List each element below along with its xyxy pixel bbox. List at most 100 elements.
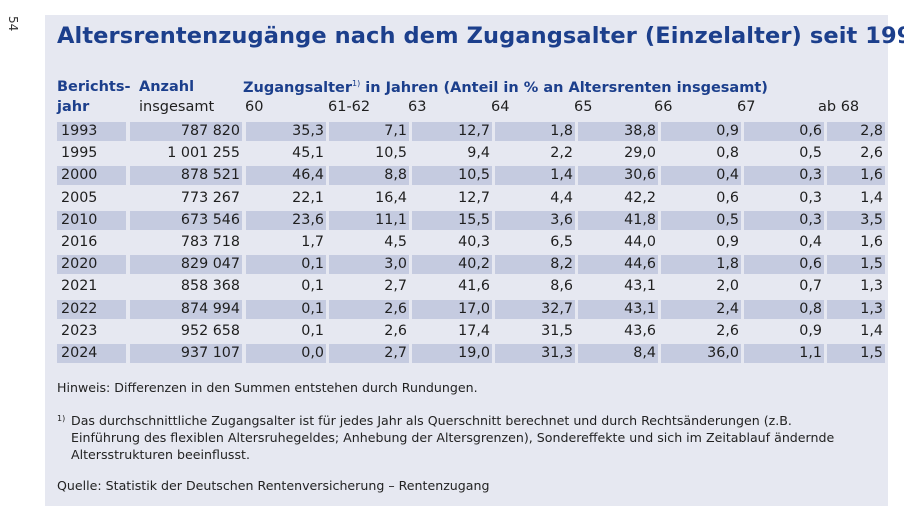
share-cell: 45,1 <box>292 145 324 162</box>
share-cell: 1,6 <box>827 166 885 186</box>
year-cell: 2023 <box>61 322 98 339</box>
share-cell: 2,2 <box>550 145 573 162</box>
share-cell: 0,6 <box>744 255 824 275</box>
share-cell: 0,3 <box>744 210 824 230</box>
rounding-hint: Hinweis: Differenzen in den Summen entst… <box>57 380 478 395</box>
share-cell: 38,8 <box>578 122 658 141</box>
share-cell: 1,5 <box>827 343 885 363</box>
count-cell: 878 521 <box>130 166 242 186</box>
share-cell: 23,6 <box>246 210 326 230</box>
count-cell: 773 267 <box>180 189 240 206</box>
table-row: 2016 783 718 1,7 4,5 40,3 6,5 44,0 0,9 0,4 1,6 <box>57 231 887 253</box>
year-cell: 2010 <box>57 210 126 230</box>
table-row: 1995 1 001 255 45,1 10,5 9,4 2,2 29,0 0,8 0,5 2,6 <box>57 142 887 164</box>
share-cell: 3,0 <box>329 255 409 275</box>
share-cell: 2,7 <box>384 278 407 295</box>
year-cell: 1993 <box>57 122 126 141</box>
share-cell: 0,5 <box>799 145 822 162</box>
share-cell: 3,6 <box>495 210 575 230</box>
share-cell: 0,6 <box>716 189 739 206</box>
share-cell: 11,1 <box>329 210 409 230</box>
table-row: 2022 874 994 0,1 2,6 17,0 32,7 43,1 2,4 0,8 1,3 <box>57 298 887 320</box>
table-row: 2024 937 107 0,0 2,7 19,0 31,3 8,4 36,0 1,1 1,5 <box>57 342 887 364</box>
count-cell: 874 994 <box>130 299 242 319</box>
header-year-line1: Berichts- <box>57 79 131 95</box>
header-age-67: 67 <box>737 99 756 115</box>
table-row: 2023 952 658 0,1 2,6 17,4 31,5 43,6 2,6 0,9 1,4 <box>57 320 887 342</box>
share-cell: 0,8 <box>716 145 739 162</box>
share-cell: 19,0 <box>412 343 492 363</box>
table-row: 2005 773 267 22,1 16,4 12,7 4,4 42,2 0,6 0,3 1,4 <box>57 187 887 209</box>
share-cell: 0,4 <box>799 233 822 250</box>
share-cell: 1,8 <box>495 122 575 141</box>
share-cell: 0,4 <box>661 166 741 186</box>
share-cell: 41,6 <box>458 278 490 295</box>
share-cell: 0,1 <box>246 299 326 319</box>
share-cell: 36,0 <box>661 343 741 363</box>
year-cell: 2020 <box>57 255 126 275</box>
share-cell: 2,7 <box>329 343 409 363</box>
table-row: 2000 878 521 46,4 8,8 10,5 1,4 30,6 0,4 0,3 1,6 <box>57 164 887 186</box>
count-cell: 829 047 <box>130 255 242 275</box>
share-cell: 2,6 <box>329 299 409 319</box>
header-age-group-label: Zugangsalter <box>243 79 353 96</box>
share-cell: 1,4 <box>860 189 883 206</box>
share-cell: 1,4 <box>495 166 575 186</box>
share-cell: 7,1 <box>329 122 409 141</box>
share-cell: 44,0 <box>624 233 656 250</box>
share-cell: 10,5 <box>375 145 407 162</box>
share-cell: 0,5 <box>661 210 741 230</box>
share-cell: 0,9 <box>716 233 739 250</box>
share-cell: 43,6 <box>624 322 656 339</box>
header-count-line2: insgesamt <box>139 99 215 115</box>
header-age-64: 64 <box>491 99 510 115</box>
share-cell: 2,6 <box>384 322 407 339</box>
share-cell: 1,4 <box>860 322 883 339</box>
header-age-63: 63 <box>408 99 427 115</box>
share-cell: 0,1 <box>301 322 324 339</box>
count-cell: 1 001 255 <box>167 145 240 162</box>
table-row: 1993 787 820 35,3 7,1 12,7 1,8 38,8 0,9 0,6 2,8 <box>57 120 887 142</box>
year-cell: 2024 <box>57 343 126 363</box>
table-panel: Altersrentenzugänge nach dem Zugangsalte… <box>45 15 904 506</box>
header-age-60: 60 <box>245 99 264 115</box>
share-cell: 8,2 <box>495 255 575 275</box>
header-year-line2: jahr <box>57 99 90 115</box>
share-cell: 42,2 <box>624 189 656 206</box>
header-age-61-62: 61-62 <box>328 99 371 115</box>
count-cell: 858 368 <box>180 278 240 295</box>
share-cell: 17,4 <box>458 322 490 339</box>
share-cell: 2,6 <box>716 322 739 339</box>
footnote: 1) Das durchschnittliche Zugangsalter is… <box>57 412 857 463</box>
year-cell: 2005 <box>61 189 98 206</box>
share-cell: 10,5 <box>412 166 492 186</box>
share-cell: 41,8 <box>578 210 658 230</box>
share-cell: 40,2 <box>412 255 492 275</box>
share-cell: 0,3 <box>744 166 824 186</box>
page-number: 54 <box>6 16 20 32</box>
count-cell: 783 718 <box>180 233 240 250</box>
share-cell: 46,4 <box>246 166 326 186</box>
share-cell: 1,6 <box>860 233 883 250</box>
share-cell: 43,1 <box>578 299 658 319</box>
share-cell: 0,1 <box>301 278 324 295</box>
table-row: 2021 858 368 0,1 2,7 41,6 8,6 43,1 2,0 0,7 1,3 <box>57 275 887 297</box>
share-cell: 4,5 <box>384 233 407 250</box>
source-note: Quelle: Statistik der Deutschen Rentenve… <box>57 478 490 493</box>
share-cell: 17,0 <box>412 299 492 319</box>
share-cell: 0,6 <box>744 122 824 141</box>
share-cell: 0,7 <box>799 278 822 295</box>
share-cell: 0,9 <box>799 322 822 339</box>
share-cell: 12,7 <box>458 189 490 206</box>
share-cell: 0,9 <box>661 122 741 141</box>
share-cell: 1,5 <box>827 255 885 275</box>
header-age-group: Zugangsalter1) in Jahren (Anteil in % an… <box>243 79 768 96</box>
header-age-66: 66 <box>654 99 673 115</box>
header-count-line1: Anzahl <box>139 79 195 95</box>
count-cell: 787 820 <box>130 122 242 141</box>
footnote-text: Das durchschnittliche Zugangsalter ist f… <box>71 413 835 462</box>
page-title: Altersrentenzugänge nach dem Zugangsalte… <box>57 23 904 49</box>
share-cell: 12,7 <box>412 122 492 141</box>
share-cell: 43,1 <box>624 278 656 295</box>
share-cell: 31,5 <box>541 322 573 339</box>
